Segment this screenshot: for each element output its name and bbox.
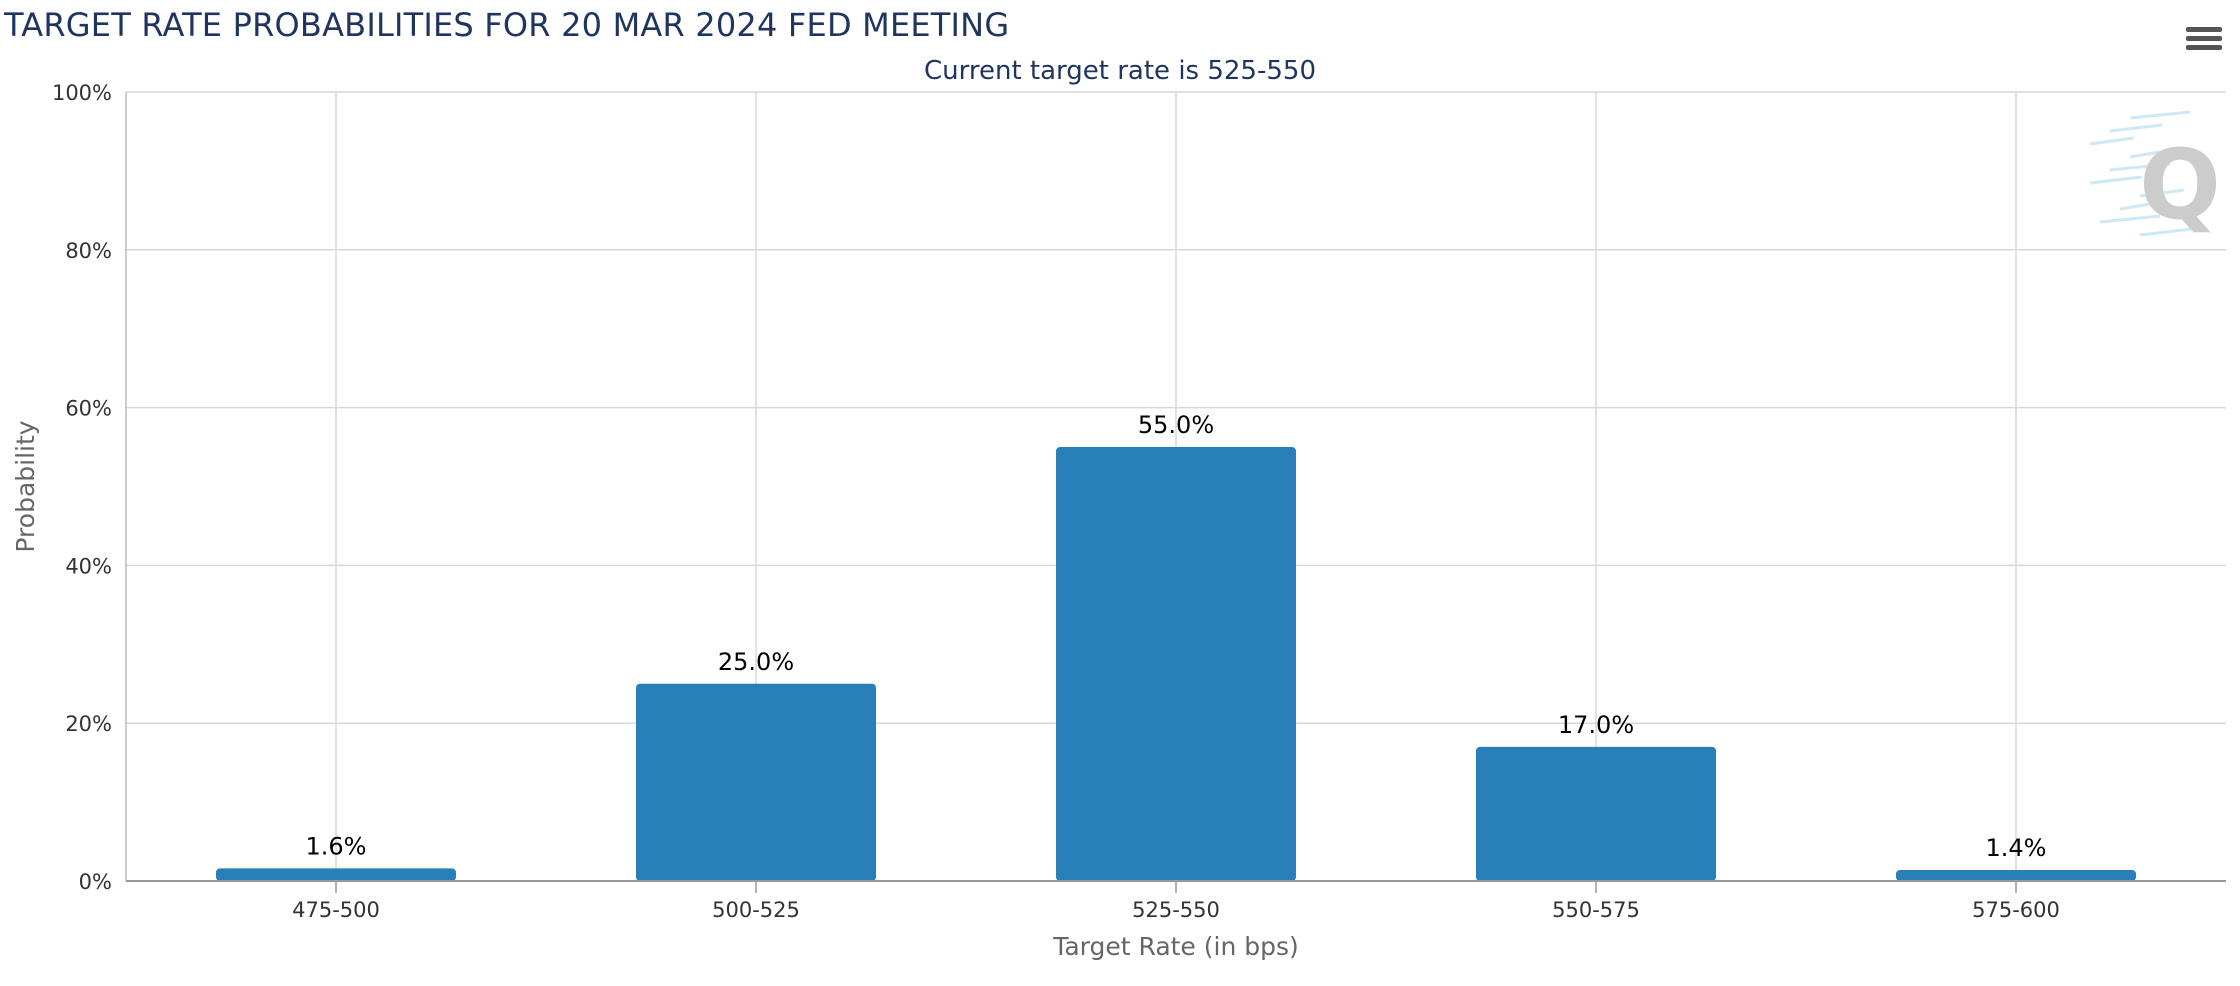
- data-label: 1.6%: [306, 832, 367, 860]
- logo-stroke: [2139, 227, 2193, 237]
- logo-stroke: [2109, 162, 2171, 172]
- logo-stroke: [2089, 175, 2143, 185]
- y-tick-label: 100%: [52, 81, 112, 105]
- x-tick-label: 550-575: [1552, 898, 1640, 922]
- x-tick-label: 475-500: [292, 898, 380, 922]
- y-tick-label: 60%: [65, 397, 112, 421]
- y-tick-label: 0%: [79, 870, 112, 894]
- chart-subtitle: Current target rate is 525-550: [924, 56, 1316, 86]
- logo-stroke: [2119, 201, 2157, 211]
- x-tick-label: 525-550: [1132, 898, 1220, 922]
- y-axis-title: Probability: [11, 420, 40, 552]
- bar-550-575[interactable]: [1476, 746, 1716, 881]
- bar-575-600[interactable]: [1896, 869, 2136, 881]
- logo-stroke: [2139, 188, 2185, 198]
- logo-stroke: [2129, 149, 2167, 159]
- data-label: 25.0%: [718, 648, 794, 676]
- logo-stroke: [2109, 123, 2163, 133]
- logo-stroke: [2129, 110, 2191, 120]
- chart-title: TARGET RATE PROBABILITIES FOR 20 MAR 202…: [4, 6, 1010, 44]
- x-tick-label: 500-525: [712, 898, 800, 922]
- hamburger-menu-icon[interactable]: [2186, 24, 2222, 58]
- y-tick-label: 40%: [65, 554, 112, 578]
- data-label: 1.4%: [1986, 834, 2047, 862]
- bar-500-525[interactable]: [636, 683, 876, 881]
- bar-475-500[interactable]: [216, 868, 456, 881]
- logo-stroke: [2099, 214, 2161, 224]
- data-label: 55.0%: [1138, 411, 1214, 439]
- y-tick-label: 80%: [65, 239, 112, 263]
- x-axis-title: Target Rate (in bps): [1052, 932, 1299, 961]
- logo-letter: Q: [2139, 129, 2221, 241]
- data-label: 17.0%: [1558, 711, 1634, 739]
- y-tick-label: 20%: [65, 712, 112, 736]
- bar-525-550[interactable]: [1056, 447, 1296, 881]
- logo-stroke: [2089, 136, 2135, 146]
- x-tick-label: 575-600: [1972, 898, 2060, 922]
- q-logo-icon: Q: [2089, 110, 2221, 241]
